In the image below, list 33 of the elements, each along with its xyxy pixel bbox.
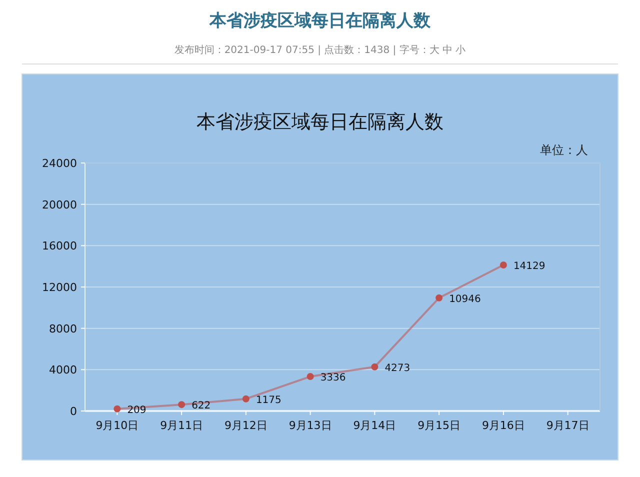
x-tick-label: 9月13日 — [288, 419, 332, 432]
x-tick-label: 9月11日 — [160, 419, 204, 432]
y-tick-label: 24000 — [42, 157, 77, 170]
point — [306, 373, 314, 380]
y-tick-label: 4000 — [49, 364, 77, 377]
y-tick-label: 8000 — [49, 322, 77, 336]
y-tick-label: 20000 — [42, 198, 77, 212]
y-tick-label: 0 — [70, 405, 77, 418]
x-tick-label: 9月10日 — [96, 419, 139, 432]
point — [436, 294, 443, 302]
text: 本省涉疫区域每日在隔离人数 — [208, 11, 432, 31]
data-label: 4273 — [384, 362, 410, 374]
data-label: 209 — [127, 404, 146, 416]
point — [114, 405, 121, 412]
y-axis-title: 单位：人 — [540, 143, 588, 157]
data-label: 622 — [192, 400, 211, 412]
y-tick-label: 12000 — [42, 281, 77, 294]
x-tick-label: 9月12日 — [224, 419, 268, 432]
point — [371, 363, 378, 370]
chart-title: 本省涉疫区域每日在隔离人数 — [196, 111, 444, 133]
x-tick-label: 9月15日 — [418, 419, 461, 432]
x-tick-label: 9月16日 — [482, 419, 525, 432]
data-label: 10946 — [449, 294, 481, 305]
data-label: 14129 — [513, 261, 546, 272]
data-label: 1175 — [256, 394, 282, 406]
point — [242, 395, 250, 402]
y-tick-label: 16000 — [42, 240, 77, 253]
data-label: 3336 — [320, 372, 346, 384]
x-tick-label: 9月14日 — [353, 419, 396, 432]
point — [178, 401, 186, 408]
point — [500, 262, 507, 268]
x-tick-label: 9月17日 — [546, 419, 590, 432]
chart-subtitle: 发布时间：2021-09-17 07:55 | 点击数：1438 | 字号：大 中 小 — [174, 44, 466, 56]
